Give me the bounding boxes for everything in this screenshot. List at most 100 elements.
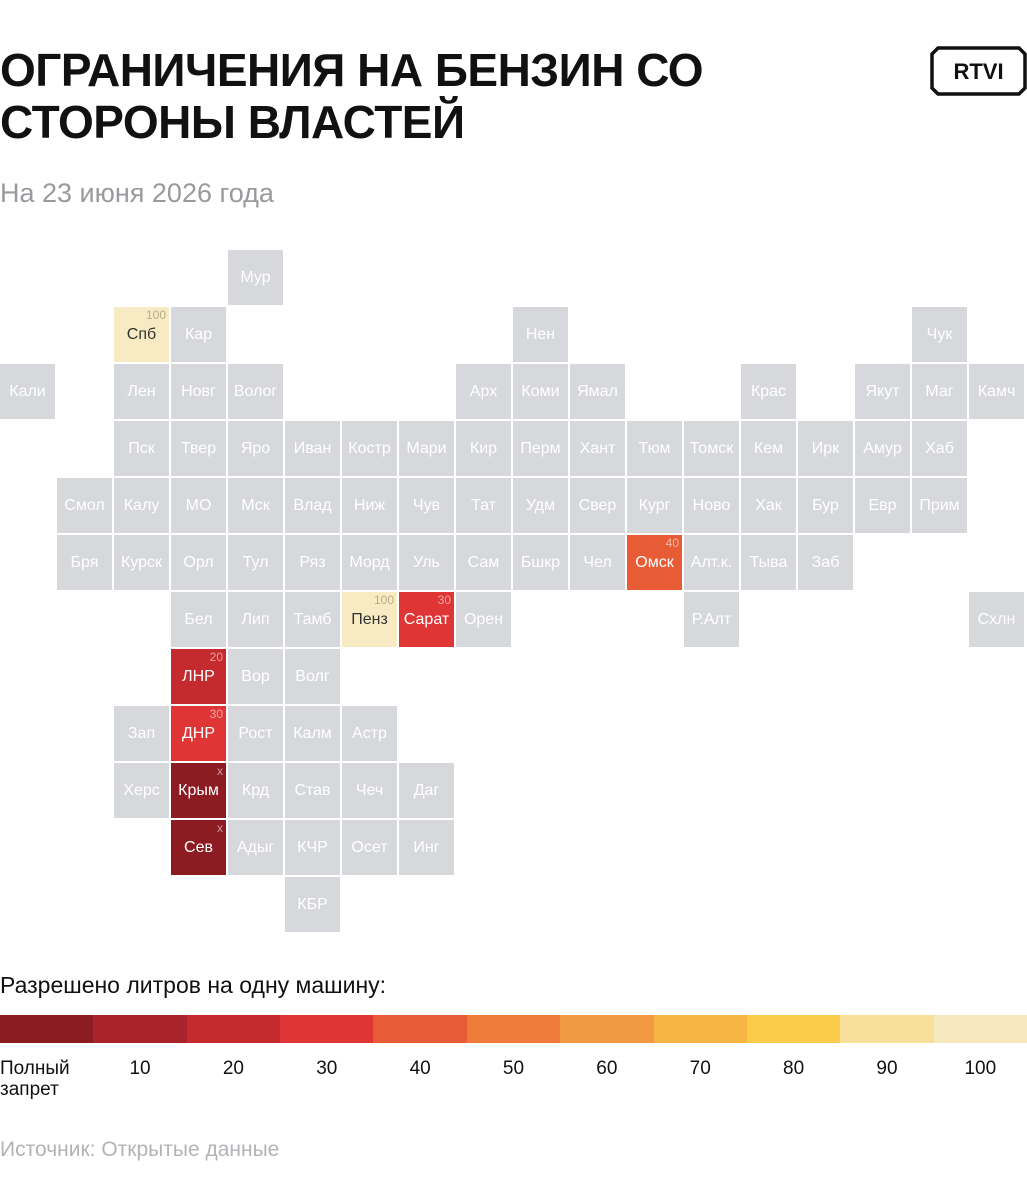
region-tile: Смол xyxy=(57,478,112,533)
region-label: Омск xyxy=(635,553,674,571)
region-label: Кир xyxy=(469,439,498,457)
legend-label: 10 xyxy=(129,1058,151,1079)
region-tile: Херс xyxy=(114,763,169,818)
region-label: Коми xyxy=(521,382,560,400)
region-tile: Бел xyxy=(171,592,226,647)
region-tile: Волг xyxy=(285,649,340,704)
region-tile: Бря xyxy=(57,535,112,590)
region-tile: Арх xyxy=(456,364,511,419)
logo: RTVI xyxy=(930,46,1027,96)
region-label: Спб xyxy=(126,325,157,343)
region-label: Кар xyxy=(184,325,213,343)
region-label: Крым xyxy=(178,781,219,799)
region-tile: Пск xyxy=(114,421,169,476)
logo-frame xyxy=(930,46,1027,96)
legend-label: Полный запрет xyxy=(0,1058,70,1100)
region-tile: Кург xyxy=(627,478,682,533)
region-limit: 20 xyxy=(209,650,223,664)
region-tile: Свер xyxy=(570,478,625,533)
region-tile: Спб 100 xyxy=(114,307,169,362)
region-tile: Мари xyxy=(399,421,454,476)
region-label: Ряз xyxy=(299,553,326,571)
region-label: ЛНР xyxy=(182,667,215,685)
region-tile: Даг xyxy=(399,763,454,818)
region-label: Мур xyxy=(240,268,271,286)
region-label: МО xyxy=(185,496,212,514)
region-label: Иван xyxy=(293,439,332,457)
region-limit: x xyxy=(217,821,223,835)
region-label: Курск xyxy=(120,553,163,571)
region-label: КЧР xyxy=(297,838,328,856)
region-tile: Бшкр xyxy=(513,535,568,590)
region-tile: Хак xyxy=(741,478,796,533)
region-tile: Чел xyxy=(570,535,625,590)
region-label: Зап xyxy=(127,724,156,742)
region-tile: Тюм xyxy=(627,421,682,476)
region-label: Евр xyxy=(868,496,897,514)
legend-label: 40 xyxy=(409,1058,431,1079)
region-label: Лип xyxy=(241,610,270,628)
region-label: Калм xyxy=(293,724,332,742)
region-label: Яро xyxy=(240,439,271,457)
legend-label: 100 xyxy=(964,1058,997,1079)
region-label: Рост xyxy=(238,724,273,742)
region-tile: Твер xyxy=(171,421,226,476)
legend-label: 20 xyxy=(222,1058,244,1079)
region-tile: Инг xyxy=(399,820,454,875)
region-label: Тамб xyxy=(293,610,332,628)
tile-map: Мур Спб 100 Кар Нен Чук Кали Лен Новг Волог Арх Ком… xyxy=(0,250,1027,940)
region-tile: Маг xyxy=(912,364,967,419)
region-tile: Тат xyxy=(456,478,511,533)
region-label: Осет xyxy=(351,838,388,856)
region-label: Ямал xyxy=(577,382,618,400)
region-tile: Тул xyxy=(228,535,283,590)
region-tile: Ниж xyxy=(342,478,397,533)
region-label: Орен xyxy=(463,610,504,628)
region-label: Сев xyxy=(184,838,213,856)
region-limit: 30 xyxy=(437,593,451,607)
region-tile: Зап xyxy=(114,706,169,761)
region-label: Орл xyxy=(183,553,214,571)
region-label: Крд xyxy=(241,781,270,799)
region-tile: КЧР xyxy=(285,820,340,875)
region-label: Чеч xyxy=(355,781,384,799)
region-tile: Тыва xyxy=(741,535,796,590)
legend-swatch xyxy=(186,1015,281,1043)
region-limit: x xyxy=(217,764,223,778)
region-tile: Новг xyxy=(171,364,226,419)
region-label: Прим xyxy=(919,496,960,514)
region-tile: Сев x xyxy=(171,820,226,875)
region-tile: Калм xyxy=(285,706,340,761)
region-label: Хак xyxy=(755,496,782,514)
region-tile: Кем xyxy=(741,421,796,476)
legend-label: 80 xyxy=(783,1058,805,1079)
region-tile: Ряз xyxy=(285,535,340,590)
region-limit: 100 xyxy=(373,593,394,607)
region-label: Смол xyxy=(64,496,105,514)
region-tile: Адыг xyxy=(228,820,283,875)
region-tile: КБР xyxy=(285,877,340,932)
region-tile: Камч xyxy=(969,364,1024,419)
region-label: Алт.к. xyxy=(690,553,733,571)
region-tile: Став xyxy=(285,763,340,818)
legend-swatch xyxy=(653,1015,748,1043)
region-tile: Омск 40 xyxy=(627,535,682,590)
region-label: Р.Алт xyxy=(691,610,732,628)
region-tile: Сам xyxy=(456,535,511,590)
region-label: Амур xyxy=(863,439,902,457)
region-tile: Евр xyxy=(855,478,910,533)
legend-swatch xyxy=(93,1015,188,1043)
region-tile: Перм xyxy=(513,421,568,476)
region-tile: Влад xyxy=(285,478,340,533)
region-label: Удм xyxy=(525,496,556,514)
region-tile: Кир xyxy=(456,421,511,476)
region-tile: Р.Алт xyxy=(684,592,739,647)
region-label: Морд xyxy=(349,553,390,571)
region-limit: 40 xyxy=(665,536,679,550)
region-tile: Мск xyxy=(228,478,283,533)
region-tile: Осет xyxy=(342,820,397,875)
region-tile: Кар xyxy=(171,307,226,362)
region-label: Влад xyxy=(293,496,332,514)
legend-label: 90 xyxy=(876,1058,898,1079)
